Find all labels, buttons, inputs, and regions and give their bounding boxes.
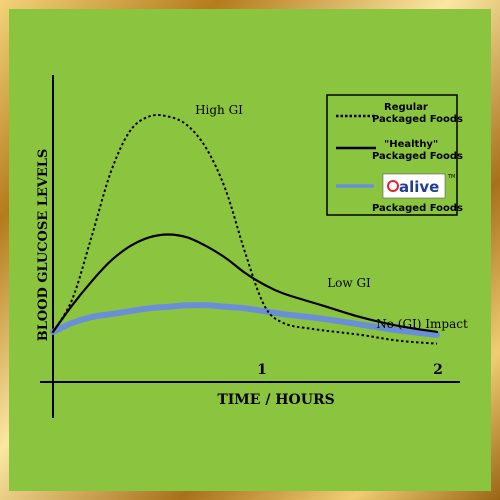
legend-item-2-line1: "Healthy" bbox=[384, 139, 438, 150]
series-line-3 bbox=[50, 302, 440, 338]
x-tick-label-2: 2 bbox=[433, 362, 443, 378]
chart-panel bbox=[9, 9, 491, 491]
legend-item-2-line2: Packaged Foods bbox=[372, 151, 463, 162]
x-tick-label-1: 1 bbox=[257, 362, 267, 378]
legend-item-3-line2: Packaged Foods bbox=[372, 203, 463, 214]
y-axis-label: BLOOD GLUCOSE LEVELS bbox=[36, 149, 51, 342]
legend-item-1-line2: Packaged Foods bbox=[372, 114, 463, 125]
series-line-1 bbox=[52, 114, 438, 345]
x-axis-label: TIME / HOURS bbox=[217, 392, 334, 408]
alive-logo bbox=[382, 173, 446, 199]
series-layer bbox=[50, 114, 440, 345]
no-impact-annotation: No (GI) Impact bbox=[376, 317, 468, 331]
low-gi-annotation: Low GI bbox=[327, 276, 371, 290]
series-line-2 bbox=[51, 233, 439, 333]
logo-text: alive bbox=[399, 178, 439, 196]
axes bbox=[40, 75, 460, 418]
legend: Regular Packaged Foods "Healthy" Package… bbox=[326, 94, 463, 216]
logo-mark-icon bbox=[387, 180, 399, 192]
legend-item-1-line1: Regular bbox=[384, 102, 428, 113]
high-gi-annotation: High GI bbox=[195, 103, 243, 117]
trademark-mark: TM bbox=[447, 174, 455, 180]
legend-box bbox=[326, 94, 458, 216]
